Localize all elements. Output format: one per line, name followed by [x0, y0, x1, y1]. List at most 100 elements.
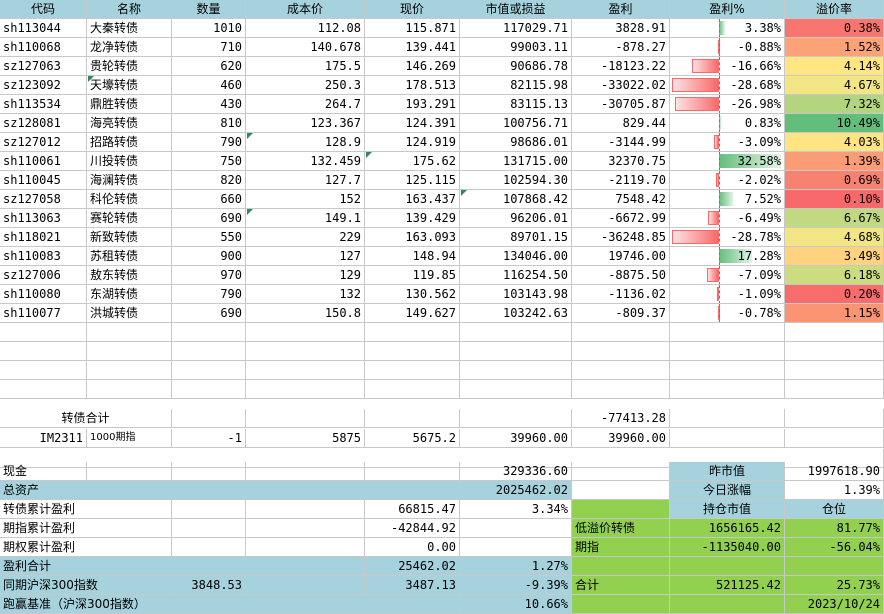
row-pct[interactable]: -7.09% — [670, 266, 785, 285]
row-qty[interactable]: 460 — [172, 76, 246, 95]
row-code[interactable]: sh110083 — [0, 247, 87, 266]
row-cost[interactable]: 128.9 — [246, 133, 365, 152]
empty-cell[interactable] — [365, 323, 460, 342]
row-qty[interactable]: 660 — [172, 190, 246, 209]
row-price[interactable]: 124.391 — [365, 114, 460, 133]
row-pct[interactable]: -6.49% — [670, 209, 785, 228]
futures-name[interactable]: 1000期指 — [87, 429, 172, 448]
empty-cell[interactable] — [365, 380, 460, 399]
empty-cell[interactable] — [365, 361, 460, 380]
row-prem[interactable]: 4.14% — [785, 57, 884, 76]
row-profit[interactable]: 829.44 — [572, 114, 670, 133]
row-qty[interactable]: 790 — [172, 133, 246, 152]
row-code[interactable]: sz128081 — [0, 114, 87, 133]
empty-cell[interactable] — [785, 429, 884, 448]
row-code[interactable]: sh113534 — [0, 95, 87, 114]
row-mv[interactable]: 116254.50 — [460, 266, 572, 285]
index-now[interactable]: 3487.13 — [365, 576, 460, 595]
bond-cum-value[interactable]: 66815.47 — [365, 500, 460, 519]
row-cost[interactable]: 123.367 — [246, 114, 365, 133]
empty-cell[interactable] — [572, 462, 670, 481]
empty-cell[interactable] — [670, 557, 785, 576]
row-prem[interactable]: 0.10% — [785, 190, 884, 209]
empty-cell[interactable] — [172, 519, 246, 538]
empty-cell[interactable] — [572, 361, 670, 380]
row-price[interactable]: 139.441 — [365, 38, 460, 57]
row-name[interactable]: 贵轮转债 — [87, 57, 172, 76]
futures-code[interactable]: IM2311 — [0, 429, 87, 448]
row-qty[interactable]: 790 — [172, 285, 246, 304]
row-profit[interactable]: -878.27 — [572, 38, 670, 57]
empty-cell[interactable] — [0, 342, 87, 361]
row-price[interactable]: 149.627 — [365, 304, 460, 323]
holding-value-label[interactable]: 持仓市值 — [670, 500, 785, 519]
cash-label[interactable]: 现金 — [0, 462, 87, 481]
empty-cell[interactable] — [572, 342, 670, 361]
name-header[interactable]: 名称 — [87, 0, 172, 19]
row-code[interactable]: sh113044 — [0, 19, 87, 38]
empty-cell[interactable] — [246, 380, 365, 399]
row-qty[interactable]: 550 — [172, 228, 246, 247]
row-pct[interactable]: 17.28% — [670, 247, 785, 266]
row-prem[interactable]: 10.49% — [785, 114, 884, 133]
row-prem[interactable]: 1.52% — [785, 38, 884, 57]
qty-header[interactable]: 数量 — [172, 0, 246, 19]
row-cost[interactable]: 152 — [246, 190, 365, 209]
row-code[interactable]: sh118021 — [0, 228, 87, 247]
row-pct[interactable]: 32.58% — [670, 152, 785, 171]
empty-cell[interactable] — [572, 481, 670, 500]
row-name[interactable]: 招路转债 — [87, 133, 172, 152]
empty-cell[interactable] — [172, 462, 246, 481]
row-name[interactable]: 科伦转债 — [87, 190, 172, 209]
row-name[interactable]: 大秦转债 — [87, 19, 172, 38]
row-profit[interactable]: 19746.00 — [572, 247, 670, 266]
empty-cell[interactable] — [172, 409, 246, 428]
prem-header[interactable]: 溢价率 — [785, 0, 884, 19]
row-price[interactable]: 125.115 — [365, 171, 460, 190]
empty-cell[interactable] — [572, 380, 670, 399]
row-mv[interactable]: 102594.30 — [460, 171, 572, 190]
benchmark-pct[interactable]: 10.66% — [460, 595, 572, 614]
empty-cell[interactable] — [572, 500, 670, 519]
row-prem[interactable]: 6.67% — [785, 209, 884, 228]
empty-cell[interactable] — [365, 342, 460, 361]
mv-header[interactable]: 市值或损益 — [460, 0, 572, 19]
empty-cell[interactable] — [460, 409, 572, 428]
row-prem[interactable]: 0.69% — [785, 171, 884, 190]
futures-position[interactable]: -56.04% — [785, 538, 884, 557]
empty-cell[interactable] — [460, 323, 572, 342]
benchmark-label[interactable]: 跑赢基准（沪深300指数） — [0, 595, 460, 614]
row-price[interactable]: 119.85 — [365, 266, 460, 285]
bond-total-profit[interactable]: -77413.28 — [572, 409, 670, 428]
row-name[interactable]: 敖东转债 — [87, 266, 172, 285]
empty-cell[interactable] — [246, 409, 365, 428]
row-prem[interactable]: 0.38% — [785, 19, 884, 38]
empty-cell[interactable] — [246, 462, 365, 481]
fut-cum-label[interactable]: 期指累计盈利 — [0, 519, 172, 538]
low-premium-label[interactable]: 低溢价转债 — [572, 519, 670, 538]
row-qty[interactable]: 750 — [172, 152, 246, 171]
price-header[interactable]: 现价 — [365, 0, 460, 19]
row-qty[interactable]: 970 — [172, 266, 246, 285]
opt-cum-label[interactable]: 期权累计盈利 — [0, 538, 172, 557]
row-pct[interactable]: -0.78% — [670, 304, 785, 323]
empty-cell[interactable] — [670, 429, 785, 448]
row-pct[interactable]: -16.66% — [670, 57, 785, 76]
empty-cell[interactable] — [460, 342, 572, 361]
empty-cell[interactable] — [172, 323, 246, 342]
profit-total-label[interactable]: 盈利合计 — [0, 557, 365, 576]
row-name[interactable]: 海亮转债 — [87, 114, 172, 133]
futures-qty[interactable]: -1 — [172, 429, 246, 448]
row-pct[interactable]: -28.78% — [670, 228, 785, 247]
row-qty[interactable]: 710 — [172, 38, 246, 57]
empty-cell[interactable] — [670, 409, 785, 428]
row-profit[interactable]: -33022.02 — [572, 76, 670, 95]
empty-cell[interactable] — [87, 462, 172, 481]
empty-cell[interactable] — [572, 323, 670, 342]
row-qty[interactable]: 690 — [172, 304, 246, 323]
row-profit[interactable]: -3144.99 — [572, 133, 670, 152]
total-assets-label[interactable]: 总资产 — [0, 481, 460, 500]
row-mv[interactable]: 103242.63 — [460, 304, 572, 323]
row-prem[interactable]: 6.18% — [785, 266, 884, 285]
row-qty[interactable]: 810 — [172, 114, 246, 133]
